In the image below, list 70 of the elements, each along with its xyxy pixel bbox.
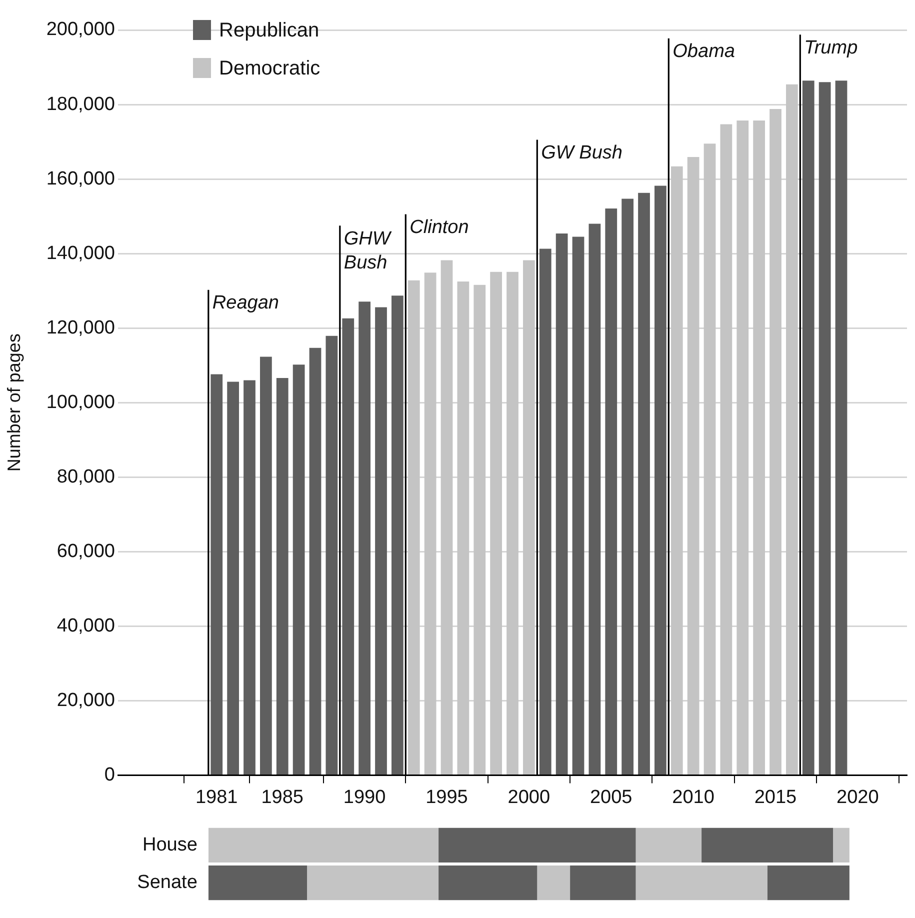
bar bbox=[408, 280, 420, 774]
bar bbox=[523, 260, 535, 774]
bar bbox=[588, 224, 601, 774]
bar bbox=[490, 272, 502, 774]
bar bbox=[375, 307, 387, 774]
x-tick-label: 2015 bbox=[754, 786, 797, 808]
bar bbox=[572, 236, 584, 774]
bar bbox=[539, 248, 552, 774]
y-tick-label: 200,000 bbox=[46, 19, 115, 40]
bar bbox=[736, 120, 749, 774]
x-tick-label: 1981 bbox=[195, 786, 238, 808]
x-tick-label: 2000 bbox=[508, 786, 550, 808]
bar bbox=[424, 272, 436, 774]
bar bbox=[474, 284, 486, 774]
bar bbox=[227, 382, 239, 774]
y-tick-label: 140,000 bbox=[46, 242, 115, 264]
bar bbox=[244, 380, 256, 774]
y-tick-label: 40,000 bbox=[56, 615, 115, 636]
y-tick-label: 0 bbox=[104, 764, 115, 786]
y-axis-title: Number of pages bbox=[4, 334, 24, 472]
ref-line-label: Obama bbox=[672, 41, 735, 62]
bar bbox=[506, 272, 518, 774]
bar bbox=[622, 198, 634, 774]
y-tick-label: 100,000 bbox=[46, 392, 115, 413]
x-tick-label: 2010 bbox=[672, 786, 714, 808]
bar bbox=[292, 364, 305, 774]
bar bbox=[210, 374, 223, 774]
ref-line-label: Clinton bbox=[410, 217, 469, 238]
x-tick-label: 2020 bbox=[836, 786, 879, 808]
y-tick-label: 160,000 bbox=[46, 168, 115, 190]
bar bbox=[556, 233, 568, 774]
ref-line-label: GHW Bush bbox=[344, 228, 392, 274]
x-tick-label: 1990 bbox=[343, 786, 386, 808]
bar bbox=[276, 378, 288, 774]
bar bbox=[342, 318, 354, 774]
bar bbox=[326, 336, 338, 774]
bar bbox=[457, 282, 470, 774]
bar bbox=[309, 348, 322, 774]
y-tick-label: House bbox=[142, 834, 198, 856]
bar bbox=[605, 208, 618, 774]
legend-label: Democratic bbox=[219, 58, 320, 80]
bar bbox=[802, 80, 814, 774]
ref-line-label: GW Bush bbox=[541, 142, 622, 164]
bar bbox=[786, 84, 798, 774]
bar bbox=[704, 144, 716, 774]
bar bbox=[670, 166, 683, 774]
y-tick-label: 20,000 bbox=[56, 690, 115, 711]
bar bbox=[720, 124, 732, 774]
x-tick-label: 1985 bbox=[261, 786, 304, 808]
bar bbox=[654, 186, 666, 774]
bar bbox=[358, 302, 370, 774]
bar bbox=[687, 157, 700, 774]
bar bbox=[260, 356, 272, 774]
bar bbox=[770, 108, 782, 774]
bar bbox=[638, 192, 650, 774]
bar bbox=[392, 296, 404, 774]
bar bbox=[818, 82, 831, 774]
y-tick-label: 60,000 bbox=[56, 540, 115, 562]
legend-label: Republican bbox=[219, 20, 320, 42]
x-tick-label: 2005 bbox=[590, 786, 632, 808]
y-tick-label: 120,000 bbox=[46, 317, 115, 338]
ref-line-label: Reagan bbox=[212, 292, 279, 314]
x-tick-label: 1995 bbox=[426, 786, 468, 808]
y-tick-label: Senate bbox=[137, 872, 198, 894]
bar bbox=[835, 80, 848, 774]
y-tick-label: 80,000 bbox=[56, 466, 115, 488]
y-tick-label: 180,000 bbox=[46, 94, 115, 115]
ref-line-label: Trump bbox=[804, 37, 858, 58]
bar bbox=[440, 260, 453, 774]
bar bbox=[753, 120, 765, 774]
